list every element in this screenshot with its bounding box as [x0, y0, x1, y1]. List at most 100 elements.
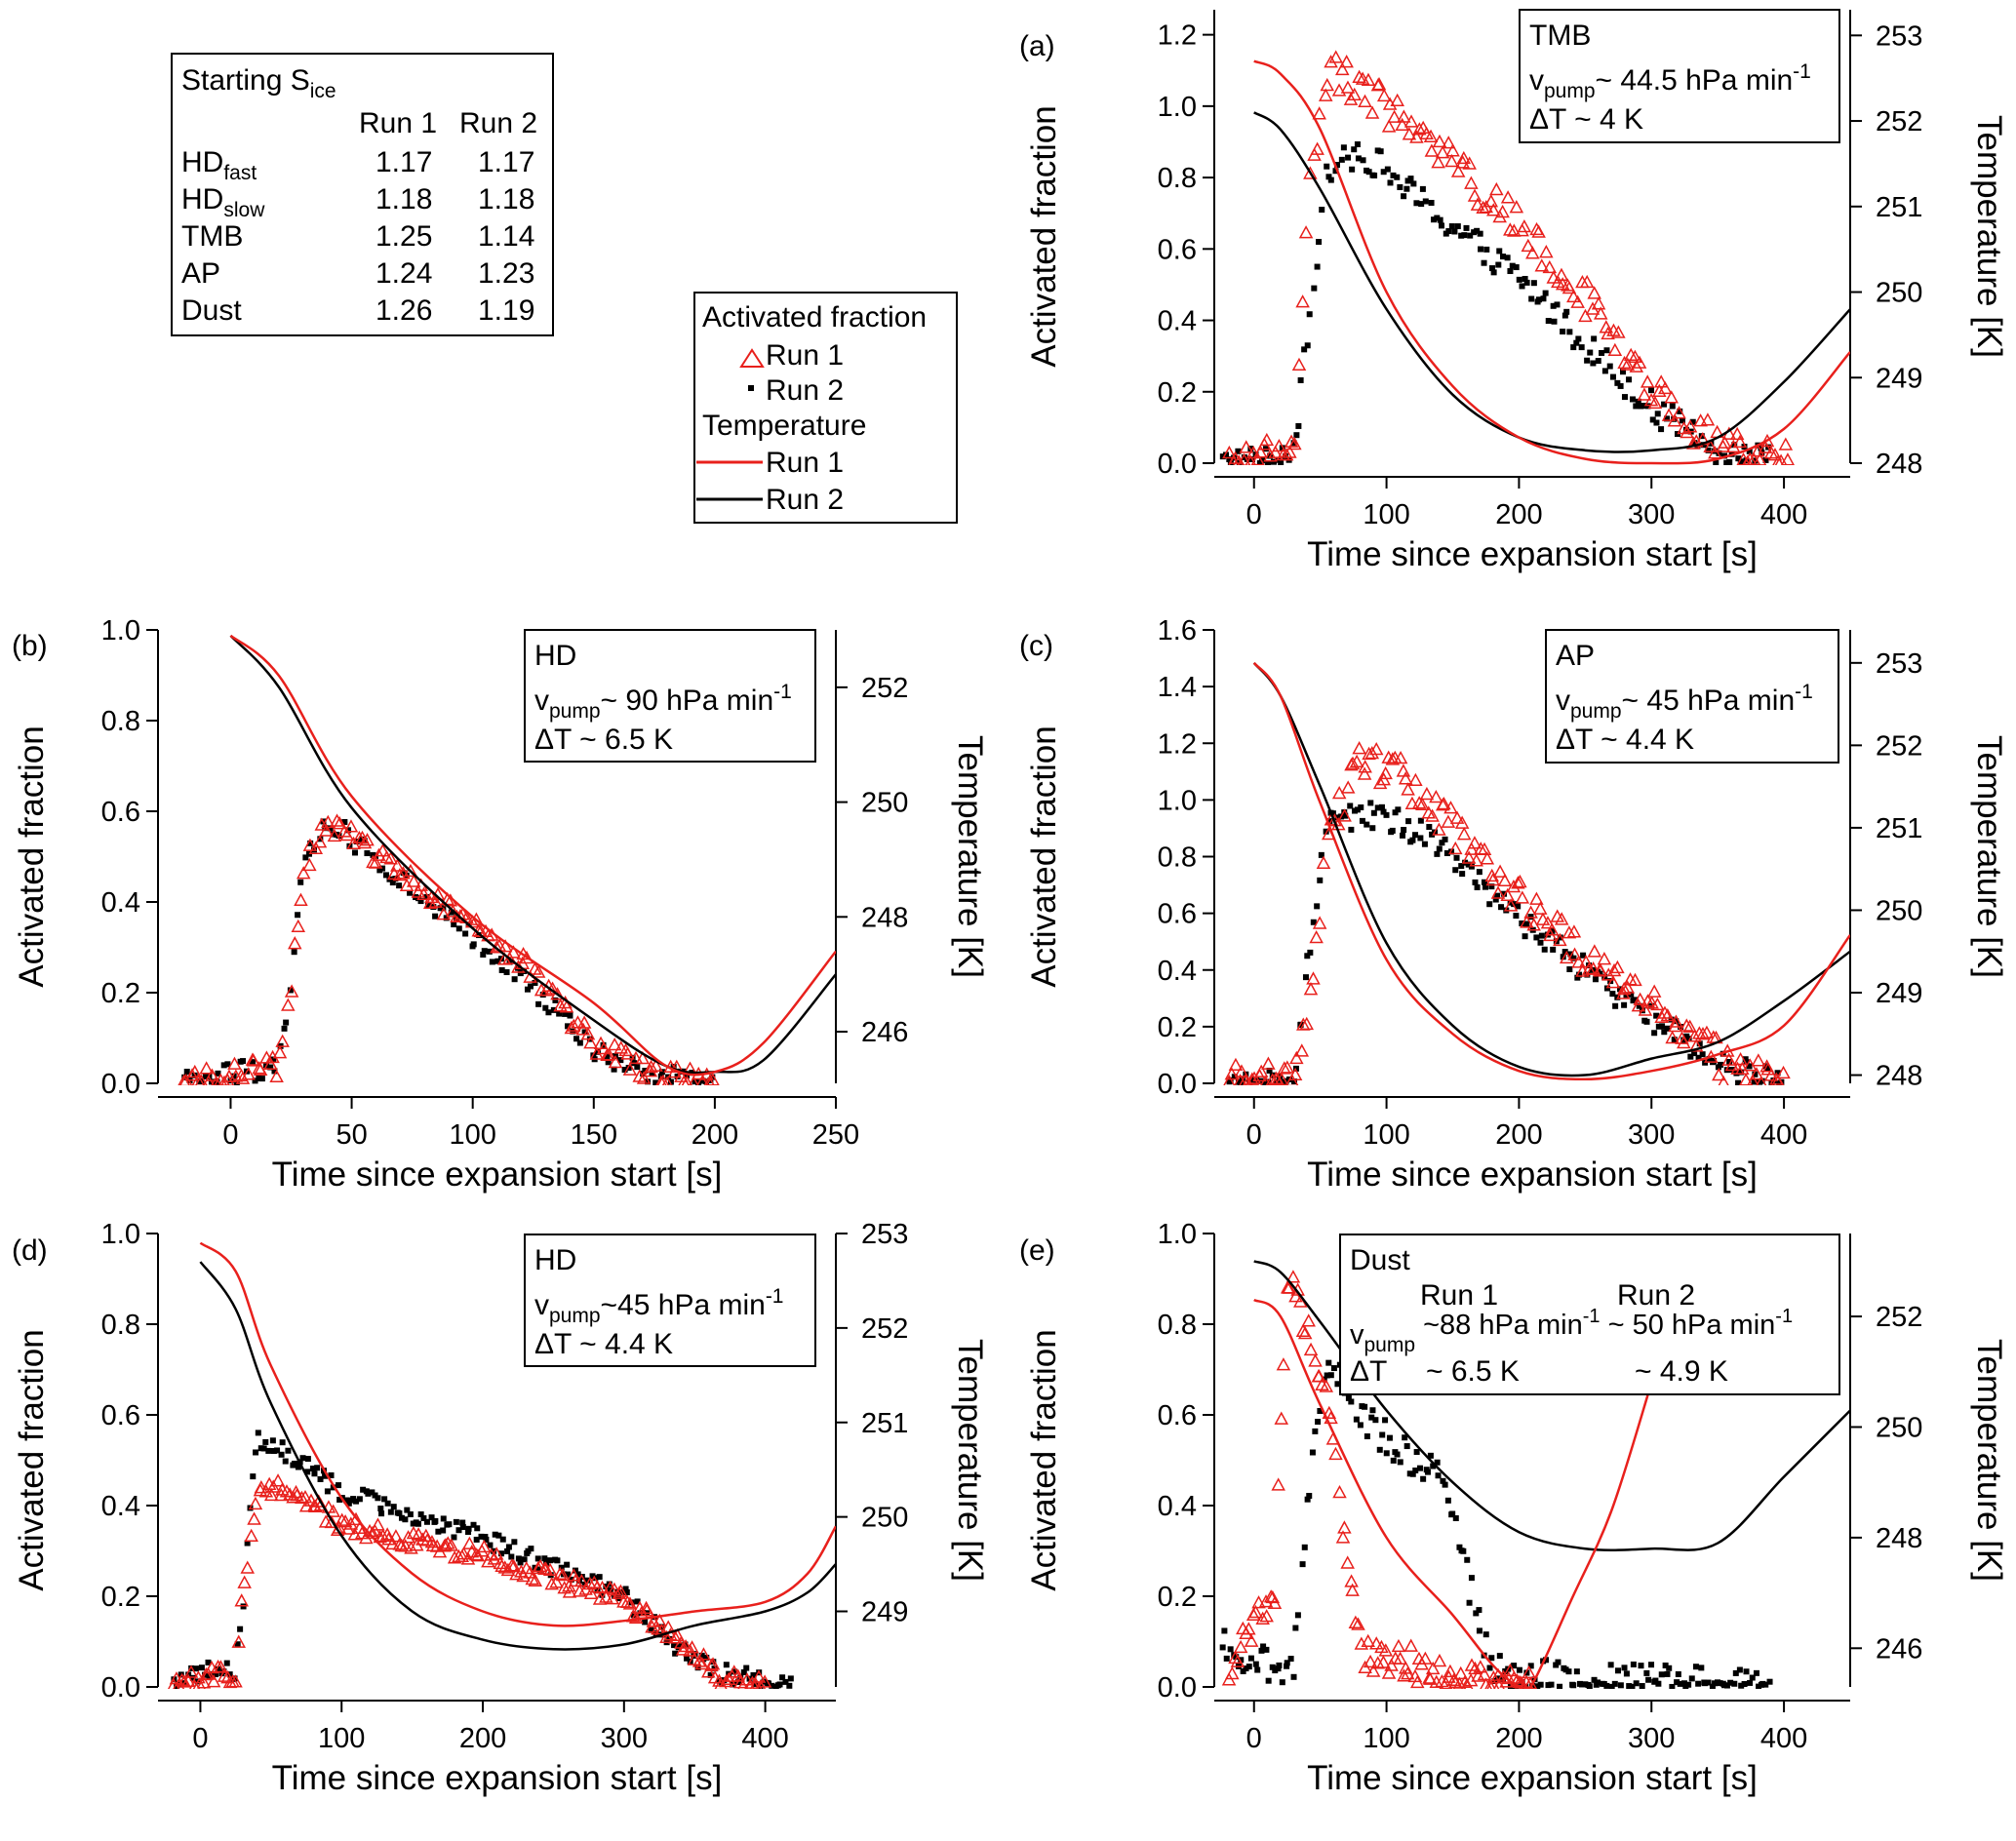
run1-af-point [1390, 93, 1404, 107]
run1-af-point [607, 1582, 622, 1595]
run2-af-point [1573, 1668, 1580, 1675]
y-tick-label: 0.6 [1158, 899, 1197, 930]
run2-af-point [378, 1510, 385, 1517]
run2-af-point [1412, 1468, 1419, 1474]
run1-af-point [279, 1484, 295, 1498]
run1-af-point [1733, 1051, 1748, 1066]
run1-af-point [1274, 1411, 1289, 1425]
y2-tick-label: 250 [1876, 895, 1922, 926]
run2-af-point [1575, 335, 1582, 342]
run1-af-point [1561, 925, 1577, 939]
run2-af-point [483, 1536, 490, 1543]
run2-af-point [617, 1057, 624, 1064]
run1-af-point [1605, 975, 1621, 989]
legend-t-run1: Run 1 [766, 447, 844, 479]
run2-af-point [1402, 1434, 1408, 1441]
run2-af-point [1489, 265, 1496, 272]
run1-af-point [1397, 1668, 1411, 1682]
run2-af-point [1395, 806, 1402, 813]
run2-af-point [1639, 1683, 1645, 1689]
run2-af-point [1542, 290, 1549, 296]
run2-af-point [1537, 1681, 1544, 1688]
run2-af-point [432, 1517, 439, 1524]
run2-af-point [1706, 1055, 1713, 1062]
run1-af-point [1525, 246, 1540, 259]
run1-af-point [1647, 395, 1663, 410]
run2-af-point [1709, 1683, 1716, 1689]
run1-af-point [1340, 1555, 1355, 1569]
run2-af-point [345, 827, 352, 834]
run2-af-point [1416, 1465, 1423, 1471]
run2-af-point [387, 1508, 394, 1515]
run1-af-point [376, 843, 390, 857]
run1-af-point [1437, 796, 1451, 810]
run2-af-point [1576, 971, 1583, 978]
sice-row-run2: 1.23 [478, 257, 534, 290]
sice-row-run2: 1.19 [478, 294, 534, 327]
run1-af-point [332, 816, 347, 830]
y2-tick-label: 246 [1876, 1633, 1922, 1665]
sice-row-label: HDfast [181, 146, 257, 184]
run1-af-point [1640, 374, 1655, 388]
run2-af-point [1570, 1682, 1577, 1689]
run1-af-point [1617, 355, 1632, 370]
run2-af-point [384, 1500, 391, 1507]
run2-af-point [1523, 1669, 1530, 1676]
run2-af-point [1685, 1036, 1692, 1042]
run1-af-point [1277, 1061, 1292, 1075]
run2-af-point [1282, 452, 1288, 459]
run2-af-point [1721, 452, 1728, 459]
run1-af-point [1287, 1067, 1303, 1081]
run1-af-point [528, 1573, 543, 1586]
run2-af-point [634, 1064, 641, 1071]
run1-af-point [321, 1500, 336, 1513]
run2-af-point [1614, 1667, 1621, 1674]
run1-af-point [1303, 1342, 1319, 1356]
run1-af-point [1384, 1658, 1399, 1671]
run1-af-point [504, 1558, 520, 1572]
run1-af-point [1633, 992, 1647, 1005]
run2-af-point [573, 1036, 580, 1042]
run2-af-point [1687, 1053, 1694, 1060]
run1-af-point [1253, 1064, 1269, 1077]
x-tick-label: 200 [1495, 1119, 1542, 1151]
run1-af-point [1233, 1639, 1248, 1654]
run2-af-point [1301, 1544, 1308, 1550]
run2-af-point [462, 930, 469, 937]
run2-af-point [562, 1010, 569, 1017]
run2-af-point [649, 1070, 655, 1077]
info-delta-t: ΔT ~ 6.5 K [534, 724, 673, 756]
y-tick-label: 0.6 [101, 797, 140, 828]
run1-af-point [1620, 357, 1636, 371]
run1-af-point [302, 857, 317, 872]
run2-af-point [1692, 1664, 1699, 1670]
run1-af-point [1291, 357, 1307, 372]
run1-af-point [599, 1589, 613, 1603]
run2-af-point [1621, 394, 1628, 401]
run2-af-point [1345, 1394, 1352, 1401]
run2-af-point [1382, 1417, 1389, 1424]
run2-af-point [1570, 955, 1577, 961]
run2-af-point [1345, 154, 1352, 161]
run1-af-point [1248, 1604, 1263, 1619]
run2-af-point [565, 1023, 572, 1030]
run1-af-point [379, 1527, 395, 1541]
run2-af-point [692, 1078, 698, 1085]
run2-af-point [498, 966, 505, 973]
run2-af-point [1349, 166, 1356, 173]
run1-af-point [195, 1074, 208, 1085]
run2-af-point [1325, 1359, 1332, 1366]
run1-af-point [1324, 1410, 1338, 1425]
run2-af-point [1325, 174, 1332, 180]
run2-af-point [253, 1449, 259, 1456]
sice-table-title: Starting Sice [181, 64, 336, 102]
run2-af-point [1723, 1682, 1730, 1689]
run2-temperature-line [199, 1261, 836, 1651]
info-pump-rate: vpump ~88 hPa min-1 ~ 50 hPa min-1 [1350, 1306, 1793, 1356]
run2-af-point [256, 1075, 262, 1081]
x-tick-label: 200 [692, 1119, 738, 1151]
run1-af-point [1587, 286, 1601, 299]
run1-af-point [360, 833, 375, 846]
run2-af-point [1412, 832, 1419, 839]
run2-af-point [1731, 442, 1738, 449]
